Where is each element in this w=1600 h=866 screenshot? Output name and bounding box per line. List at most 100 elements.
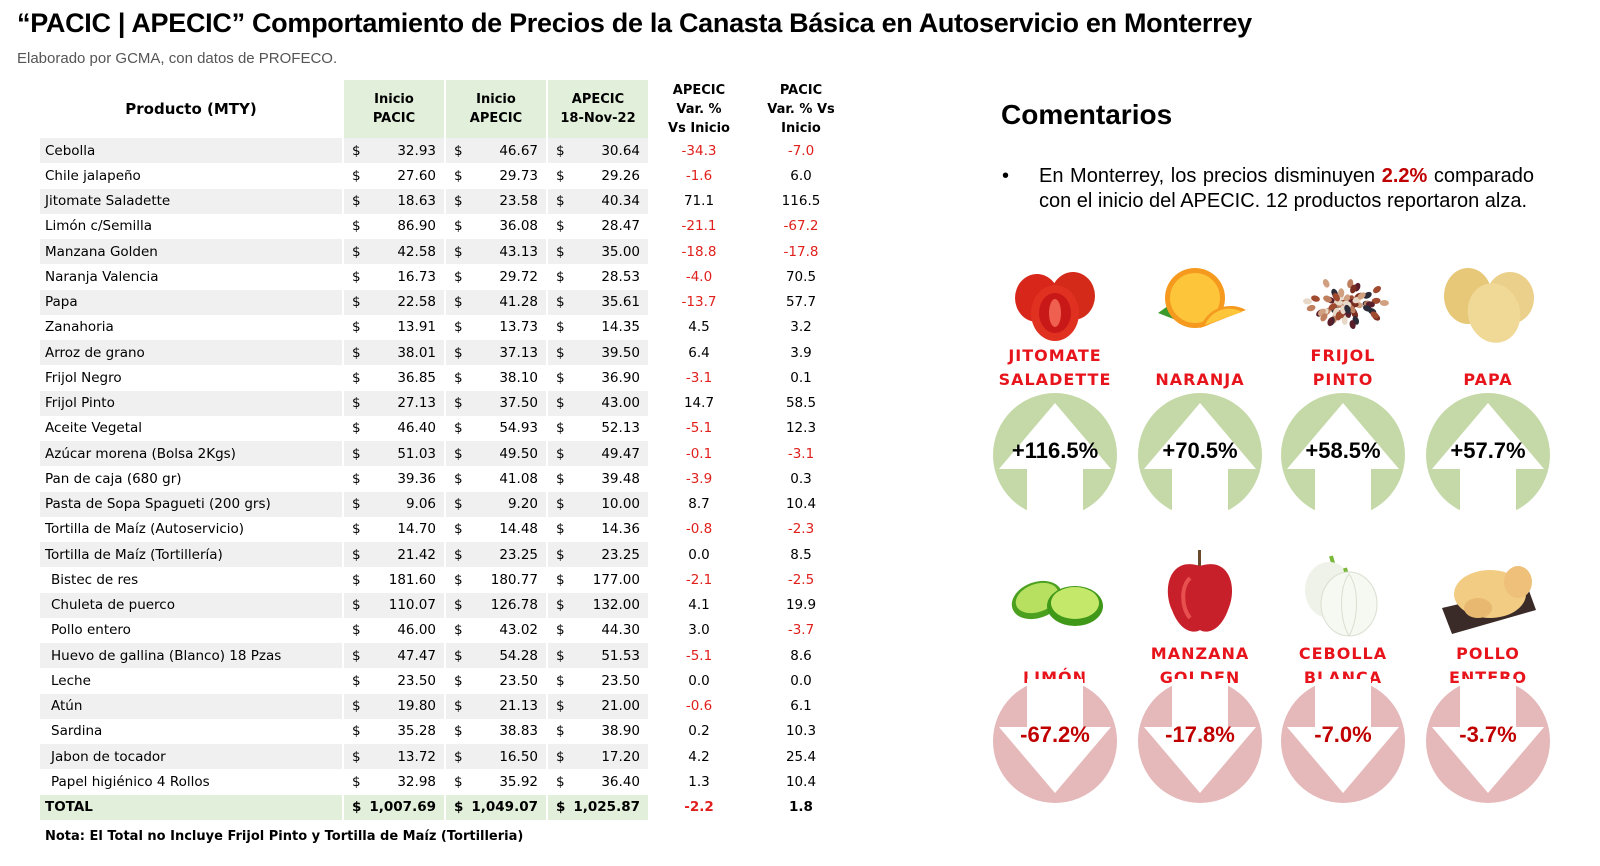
- currency-symbol: $: [556, 597, 565, 614]
- card-label-line: POLLO: [1456, 644, 1520, 663]
- product-name: Limón c/Semilla: [40, 213, 342, 239]
- orange-icon: [1150, 258, 1250, 348]
- currency-symbol: $: [352, 142, 361, 159]
- price-cell: $46.67: [444, 138, 546, 164]
- product-name: Huevo de gallina (Blanco) 18 Pzas: [40, 643, 342, 669]
- currency-symbol: $: [556, 344, 565, 361]
- price-cell: $43.13: [444, 239, 546, 265]
- price-cell: $9.06: [342, 491, 444, 517]
- card-label-line: CEBOLLA: [1298, 644, 1388, 663]
- table-row: Cebolla $32.93 $46.67 $30.64 -34.3 -7.0: [40, 138, 852, 164]
- currency-symbol: $: [556, 748, 565, 765]
- price-cell: $39.50: [546, 340, 648, 366]
- price-value: 36.90: [601, 369, 640, 386]
- price-cell: $36.08: [444, 213, 546, 239]
- currency-symbol: $: [454, 496, 463, 513]
- price-cell: $180.77: [444, 567, 546, 593]
- table-row: Sardina $35.28 $38.83 $38.90 0.2 10.3: [40, 718, 852, 744]
- currency-symbol: $: [454, 773, 463, 790]
- currency-symbol: $: [454, 420, 463, 437]
- price-value: 13.72: [397, 748, 436, 765]
- table-row: Bistec de res $181.60 $180.77 $177.00 -2.1 -2…: [40, 567, 852, 593]
- var-apecic: -34.3: [648, 138, 750, 164]
- table-body: Cebolla $32.93 $46.67 $30.64 -34.3 -7.0 Chile …: [40, 138, 852, 820]
- price-cell: $23.25: [444, 542, 546, 568]
- currency-symbol: $: [454, 470, 463, 487]
- price-value: 1,049.07: [471, 799, 538, 816]
- price-cell: $40.34: [546, 188, 648, 214]
- price-value: 35.92: [499, 773, 538, 790]
- var-pacic: -67.2: [750, 213, 852, 239]
- currency-symbol: $: [556, 268, 565, 285]
- var-pacic: 3.9: [750, 340, 852, 366]
- price-cell: $1,007.69: [342, 794, 444, 820]
- price-cell: $14.48: [444, 516, 546, 542]
- currency-symbol: $: [556, 218, 565, 235]
- table-row: Jitomate Saladette $18.63 $23.58 $40.34 71.1…: [40, 188, 852, 214]
- price-cell: $14.35: [546, 314, 648, 340]
- arrow-down-icon: [1426, 679, 1550, 803]
- price-value: 51.53: [601, 647, 640, 664]
- currency-symbol: $: [352, 369, 361, 386]
- header-line: APECIC: [571, 92, 625, 107]
- price-table: Producto (MTY) Inicio PACIC Inicio APECIC …: [40, 80, 852, 820]
- price-cell: $23.58: [444, 188, 546, 214]
- currency-symbol: $: [454, 193, 463, 210]
- beans-icon: [1293, 258, 1393, 348]
- price-cell: $126.78: [444, 592, 546, 618]
- var-pacic: -17.8: [750, 239, 852, 265]
- currency-symbol: $: [454, 521, 463, 538]
- price-cell: $51.03: [342, 441, 444, 467]
- card-percentage: +57.7%: [1450, 438, 1526, 463]
- price-cell: $29.72: [444, 264, 546, 290]
- currency-symbol: $: [352, 420, 361, 437]
- currency-symbol: $: [454, 799, 464, 816]
- currency-symbol: $: [352, 647, 361, 664]
- header-inicio-apecic: Inicio APECIC: [444, 80, 546, 138]
- price-cell: $23.50: [342, 668, 444, 694]
- card-label: PAPA: [1408, 368, 1568, 392]
- price-value: 14.35: [601, 319, 640, 336]
- price-value: 32.93: [397, 142, 436, 159]
- currency-symbol: $: [352, 193, 361, 210]
- total-row: TOTAL $1,007.69 $1,049.07 $1,025.87 -2.2 1.8: [40, 794, 852, 820]
- var-apecic: -0.8: [648, 516, 750, 542]
- price-cell: $23.50: [444, 668, 546, 694]
- price-value: 27.13: [397, 395, 436, 412]
- card-percentage: +58.5%: [1305, 438, 1381, 463]
- price-cell: $38.90: [546, 718, 648, 744]
- currency-symbol: $: [352, 723, 361, 740]
- price-cell: $49.47: [546, 441, 648, 467]
- var-apecic: -4.0: [648, 264, 750, 290]
- price-value: 32.98: [397, 773, 436, 790]
- header-product: Producto (MTY): [40, 80, 342, 138]
- var-apecic: 8.7: [648, 491, 750, 517]
- currency-symbol: $: [352, 470, 361, 487]
- var-pacic: 3.2: [750, 314, 852, 340]
- currency-symbol: $: [454, 294, 463, 311]
- price-value: 46.40: [397, 420, 436, 437]
- var-pacic: -3.7: [750, 617, 852, 643]
- price-cell: $54.93: [444, 415, 546, 441]
- price-value: 9.20: [507, 496, 538, 513]
- price-cell: $28.53: [546, 264, 648, 290]
- product-name: Papa: [40, 289, 342, 315]
- var-pacic: -2.5: [750, 567, 852, 593]
- price-cell: $132.00: [546, 592, 648, 618]
- price-value: 21.00: [601, 698, 640, 715]
- product-name: Frijol Negro: [40, 365, 342, 391]
- currency-symbol: $: [352, 218, 361, 235]
- currency-symbol: $: [556, 167, 565, 184]
- currency-symbol: $: [556, 698, 565, 715]
- price-cell: $49.50: [444, 441, 546, 467]
- price-cell: $16.50: [444, 744, 546, 770]
- price-value: 181.60: [388, 571, 436, 588]
- price-value: 16.50: [499, 748, 538, 765]
- tomato-icon: [1005, 258, 1105, 348]
- header-line: Var. %: [676, 101, 722, 117]
- card-label-line: MANZANA: [1150, 644, 1250, 663]
- price-value: 36.85: [397, 369, 436, 386]
- currency-symbol: $: [556, 723, 565, 740]
- var-apecic: 0.0: [648, 668, 750, 694]
- card-label: NARANJA: [1120, 368, 1280, 392]
